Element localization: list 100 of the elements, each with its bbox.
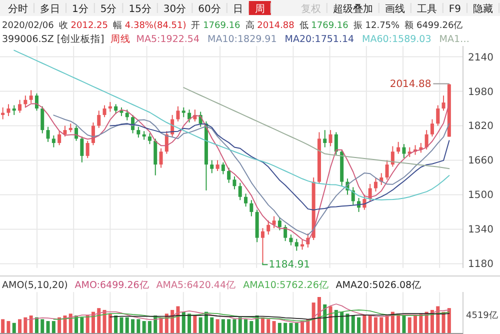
bar [46,321,50,334]
text: 额 6499.26亿 [404,20,463,31]
text: 15分 [128,3,152,15]
bar [120,317,124,334]
bar [108,314,112,334]
bar [266,319,270,334]
text: 高 2014.88 [245,20,295,31]
candlestick [390,146,394,168]
candlestick [232,176,236,190]
candlestick [385,160,389,180]
candlestick [210,160,214,174]
candlestick [424,130,428,150]
candlestick [125,109,129,121]
bar [193,316,197,334]
line-series [183,87,450,170]
candlestick [46,126,50,142]
bar [368,316,372,334]
candlestick [396,141,400,154]
bar [97,308,101,334]
bar [12,322,16,334]
line-series [14,50,450,200]
text: 日 [232,4,243,15]
bar [6,321,10,334]
candlestick [58,130,62,146]
candlestick [260,228,264,264]
bar [210,317,214,334]
text: 1分 [72,3,88,15]
text: 幅 4.38%(84.51) [113,20,186,31]
candlestick [250,200,254,217]
text: 周 [254,4,265,15]
candlestick [159,148,163,168]
bar [198,317,202,334]
text: 超级叠加 [332,3,373,15]
text: 开 1769.16 [191,21,241,31]
candlestick [294,238,298,252]
bar [24,317,28,334]
chart-title: 399006.SZ [创业板指] [2,33,104,45]
text: MA5:1922.54 [136,34,200,45]
candlestick [154,138,158,176]
bar [232,319,236,334]
candlestick [86,140,90,159]
candlestick [24,95,28,108]
text: 隐藏 [473,3,493,15]
bar [374,317,378,334]
bar [136,319,140,334]
bar [351,316,355,334]
candlestick [6,104,10,117]
candlestick [300,239,304,250]
bar [238,317,242,334]
candlestick [442,95,446,112]
text: 2020/02/06 [2,21,54,31]
candlestick [436,104,440,126]
bar [18,319,22,334]
bar [272,321,276,334]
text: MA10:1829.91 [208,34,277,45]
text: MA20:1751.14 [284,34,354,45]
candlestick [289,234,293,246]
y-tick-label: 1660 [468,156,494,167]
text: 30分 [163,3,186,15]
y-tick-label: 1180 [468,259,494,270]
y-tick-label: 1980 [468,86,494,98]
candlestick [284,224,288,242]
bar [1,319,5,334]
bar [284,322,288,334]
candlestick [63,125,67,138]
candlestick [266,220,270,236]
candlestick [136,126,140,138]
candlestick [278,216,282,231]
bar [148,321,152,334]
text: AMA10:5762.26亿 [243,280,329,291]
candlestick [108,102,112,112]
candlestick [114,104,118,114]
bar [289,322,293,334]
text: AMA20:5026.08亿 [336,280,422,291]
chart-title: AMO(5,10,20) [2,280,68,291]
text: 低 1769.16 [299,20,349,31]
bar [227,319,231,334]
text: 收 2012.25 [58,20,108,31]
text: 工具 [416,4,437,15]
bar [402,316,406,334]
candlestick [221,162,225,175]
candlestick [52,134,56,148]
bar [357,317,361,334]
bar [40,319,44,334]
text: 多日 [40,3,60,15]
y-tick-label: 1500 [468,190,494,202]
candlestick [402,144,406,159]
candlestick [102,104,106,118]
y-tick-label: 2140 [468,52,494,64]
bar [408,317,412,334]
candlestick [323,130,327,148]
text: AMA5:6420.44亿 [156,280,236,291]
bar [125,317,129,334]
text: F9 [448,4,461,15]
bar [414,316,418,334]
bar [80,317,84,334]
candlestick [29,90,33,104]
candlestick [18,99,22,114]
candlestick [148,132,152,145]
y-tick-label: 1820 [468,121,494,132]
